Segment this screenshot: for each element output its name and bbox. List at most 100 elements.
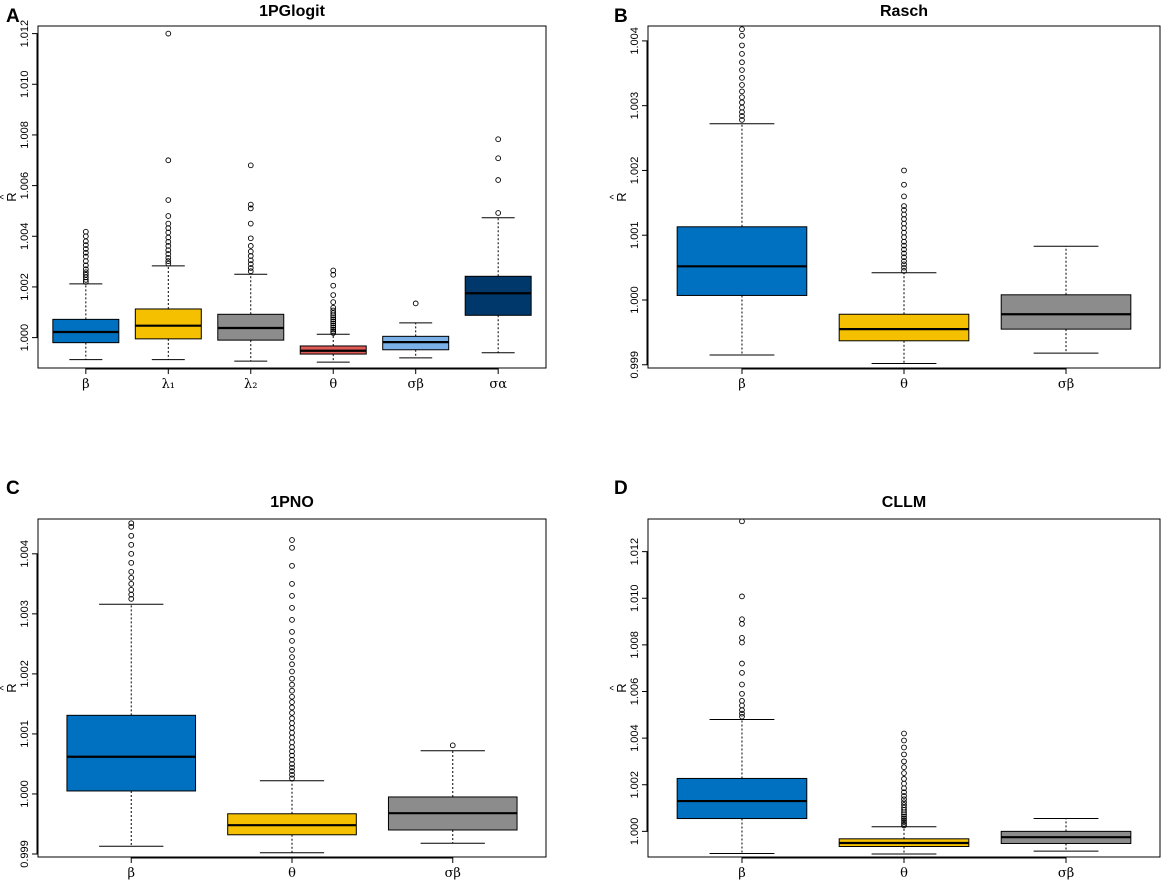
outlier-point bbox=[449, 742, 456, 749]
outlier-point bbox=[330, 314, 337, 321]
box-1: λ₁ bbox=[134, 30, 202, 392]
outlier-point bbox=[901, 246, 907, 253]
outlier-point bbox=[901, 254, 907, 261]
box-4: σβ bbox=[382, 300, 450, 392]
y-axis-label-hat: ^ bbox=[609, 194, 620, 199]
outlier-point bbox=[289, 756, 295, 763]
category-label: σβ bbox=[1058, 866, 1074, 881]
outlier-point bbox=[289, 629, 295, 635]
panel-letter: A bbox=[6, 6, 20, 27]
y-tick-label: 1.004 bbox=[629, 27, 641, 55]
outlier-point bbox=[901, 796, 907, 803]
category-label: β bbox=[738, 377, 746, 392]
outlier-point bbox=[901, 216, 907, 222]
panel-c: C 1PNO ^R 0.999 1.000 1.001 1.002 1.003 1.004 β θ σ… bbox=[0, 478, 547, 881]
outlier-point bbox=[330, 282, 337, 289]
y-tick-label: 0.999 bbox=[19, 840, 31, 868]
outlier-point bbox=[289, 654, 295, 660]
y-tick-label: 1.004 bbox=[19, 540, 31, 568]
outlier-point bbox=[901, 193, 907, 200]
outlier-point bbox=[289, 681, 295, 688]
panel-letter: C bbox=[6, 478, 20, 499]
y-axis-label-r: R bbox=[4, 683, 19, 692]
outlier-point bbox=[289, 699, 295, 705]
outlier-point bbox=[289, 720, 295, 726]
outlier-point bbox=[739, 690, 745, 697]
outlier-point bbox=[128, 568, 135, 575]
outlier-point bbox=[739, 99, 745, 106]
outlier-point bbox=[82, 246, 89, 252]
outlier-point bbox=[82, 253, 89, 260]
y-tick-label: 1.008 bbox=[19, 121, 31, 149]
outlier-point bbox=[330, 326, 337, 333]
outlier-point bbox=[901, 821, 907, 827]
category-label: σβ bbox=[408, 377, 424, 392]
outlier-point bbox=[901, 776, 907, 782]
box-iqr bbox=[464, 275, 532, 316]
y-tick-label: 1.001 bbox=[19, 720, 31, 748]
outlier-point bbox=[901, 258, 907, 264]
outlier-point bbox=[289, 775, 295, 782]
outlier-point bbox=[82, 266, 89, 273]
outlier-point bbox=[247, 235, 254, 242]
box-2: σβ bbox=[387, 742, 518, 881]
outlier-point bbox=[739, 518, 745, 525]
y-tick-label: 1.004 bbox=[19, 223, 31, 251]
outlier-point bbox=[330, 271, 337, 278]
y-axis-label-hat: ^ bbox=[609, 685, 620, 690]
outlier-point bbox=[901, 793, 907, 799]
category-label: θ bbox=[900, 377, 908, 392]
box-0: β bbox=[676, 518, 808, 881]
outlier-point bbox=[247, 265, 254, 271]
outlier-point bbox=[901, 225, 907, 231]
y-tick-label: 1.001 bbox=[629, 221, 641, 249]
outlier-point bbox=[901, 181, 907, 188]
box-0: β bbox=[676, 26, 808, 392]
outlier-point bbox=[247, 257, 254, 264]
outlier-point bbox=[289, 580, 295, 587]
outlier-point bbox=[165, 238, 172, 245]
outlier-point bbox=[289, 605, 295, 611]
outlier-point bbox=[901, 203, 907, 209]
box-iqr bbox=[676, 777, 808, 820]
outlier-point bbox=[247, 162, 254, 169]
outlier-point bbox=[82, 233, 89, 240]
outlier-point bbox=[901, 167, 907, 174]
outlier-point bbox=[289, 592, 295, 599]
outlier-point bbox=[739, 635, 745, 641]
box-0: β bbox=[52, 228, 120, 392]
outlier-point bbox=[901, 242, 907, 249]
outlier-point bbox=[495, 155, 502, 162]
box-iqr bbox=[134, 308, 202, 340]
outlier-point bbox=[128, 595, 135, 602]
outlier-point bbox=[901, 264, 907, 271]
outlier-point bbox=[247, 220, 254, 227]
outlier-point bbox=[739, 113, 745, 119]
y-tick-label: 1.002 bbox=[19, 273, 31, 301]
outlier-point bbox=[165, 30, 172, 37]
outlier-point bbox=[128, 541, 135, 548]
outlier-point bbox=[739, 51, 745, 57]
outlier-point bbox=[739, 593, 745, 600]
outlier-point bbox=[289, 617, 295, 623]
y-tick-label: 1.010 bbox=[19, 71, 31, 99]
outlier-point bbox=[330, 318, 337, 325]
outlier-point bbox=[128, 523, 135, 530]
y-axis-label-hat: ^ bbox=[0, 194, 10, 199]
outlier-point bbox=[128, 520, 135, 527]
outlier-point bbox=[495, 210, 502, 216]
outlier-point bbox=[901, 804, 907, 811]
category-label: σβ bbox=[1058, 377, 1074, 392]
outlier-point bbox=[165, 247, 172, 254]
box-iqr bbox=[676, 226, 808, 296]
category-label: β bbox=[127, 866, 135, 881]
box-5: σα bbox=[464, 136, 532, 392]
outlier-point bbox=[289, 768, 295, 774]
category-label: β bbox=[738, 866, 746, 881]
box-iqr bbox=[838, 313, 970, 342]
outlier-point bbox=[739, 82, 745, 88]
outlier-point bbox=[739, 88, 745, 95]
outlier-point bbox=[901, 758, 907, 765]
y-tick-label: 1.003 bbox=[19, 600, 31, 628]
y-axis-label-r: R bbox=[614, 192, 629, 201]
